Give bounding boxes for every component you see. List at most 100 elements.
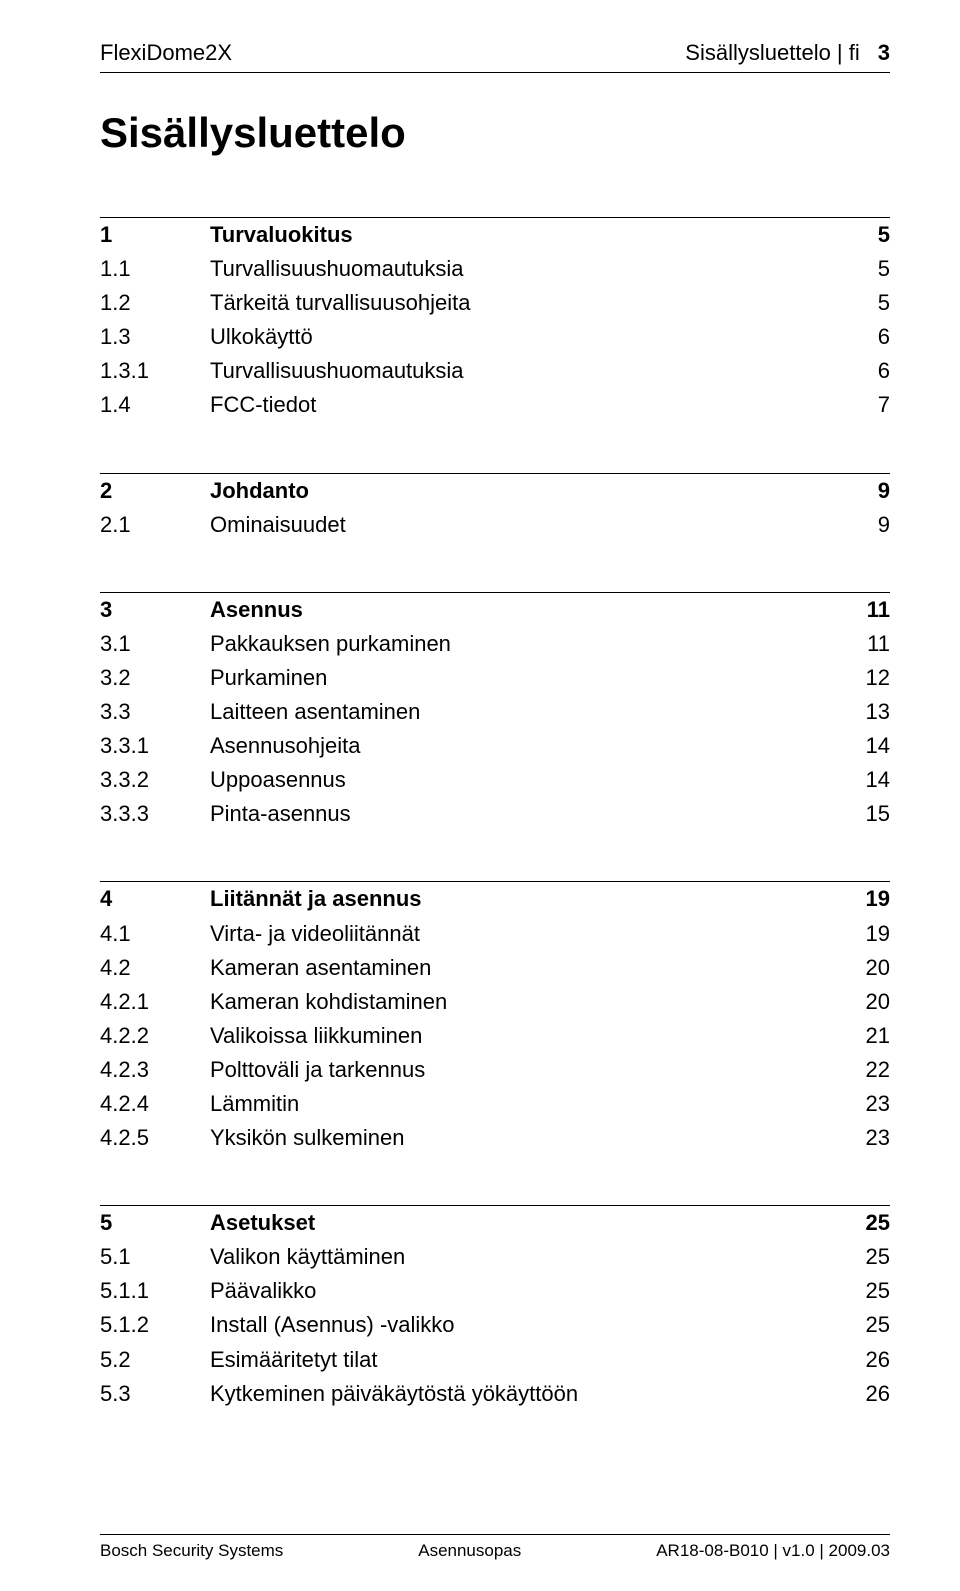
toc-row: 1.3.1Turvallisuushuomautuksia6	[100, 354, 890, 388]
toc-entry-title: Asetukset	[210, 1206, 850, 1240]
toc-entry-number: 4.2.1	[100, 985, 210, 1019]
toc-entry-number: 4.1	[100, 917, 210, 951]
toc-section-head: 5Asetukset25	[100, 1205, 890, 1240]
toc-section: 2Johdanto92.1Ominaisuudet9	[100, 473, 890, 542]
footer-right: AR18-08-B010 | v1.0 | 2009.03	[656, 1541, 890, 1561]
toc-row: 3.3.3Pinta-asennus15	[100, 797, 890, 831]
toc-row: 5.1Valikon käyttäminen25	[100, 1240, 890, 1274]
toc-entry-page: 25	[850, 1308, 890, 1342]
footer-center: Asennusopas	[418, 1541, 521, 1561]
toc-entry-page: 6	[850, 320, 890, 354]
document-page: FlexiDome2X Sisällysluettelo | fi 3 Sisä…	[0, 0, 960, 1591]
toc-entry-page: 15	[850, 797, 890, 831]
toc-entry-page: 13	[850, 695, 890, 729]
toc-entry-number: 3.2	[100, 661, 210, 695]
toc-row: 5.1.1Päävalikko25	[100, 1274, 890, 1308]
toc-entry-page: 14	[850, 729, 890, 763]
toc-entry-page: 6	[850, 354, 890, 388]
toc-entry-number: 3.3.1	[100, 729, 210, 763]
header-page-number: 3	[878, 40, 890, 66]
toc-entry-title: Turvallisuushuomautuksia	[210, 252, 850, 286]
toc-row: 5.3Kytkeminen päiväkäytöstä yökäyttöön26	[100, 1377, 890, 1411]
toc-entry-title: Turvaluokitus	[210, 218, 850, 252]
toc-entry-number: 2.1	[100, 508, 210, 542]
toc-entry-page: 21	[850, 1019, 890, 1053]
toc-entry-number: 5.1	[100, 1240, 210, 1274]
toc-entry-page: 19	[850, 882, 890, 916]
toc-entry-number: 3.3.2	[100, 763, 210, 797]
toc-row: 4.2.1Kameran kohdistaminen20	[100, 985, 890, 1019]
toc-entry-title: FCC-tiedot	[210, 388, 850, 422]
toc-row: 3.2Purkaminen12	[100, 661, 890, 695]
toc-entry-title: Polttoväli ja tarkennus	[210, 1053, 850, 1087]
toc-entry-page: 12	[850, 661, 890, 695]
toc-row: 3Asennus11	[100, 593, 890, 627]
toc-row: 4.2.2Valikoissa liikkuminen21	[100, 1019, 890, 1053]
toc-entry-title: Asennus	[210, 593, 850, 627]
toc-entry-page: 23	[850, 1121, 890, 1155]
toc-row: 5Asetukset25	[100, 1206, 890, 1240]
toc-entry-number: 3	[100, 593, 210, 627]
toc-entry-page: 23	[850, 1087, 890, 1121]
toc-entry-title: Yksikön sulkeminen	[210, 1121, 850, 1155]
toc-entry-page: 25	[850, 1240, 890, 1274]
toc-entry-page: 7	[850, 388, 890, 422]
toc-entry-title: Kameran asentaminen	[210, 951, 850, 985]
toc-entry-page: 11	[850, 627, 890, 661]
toc-row: 4.2.3Polttoväli ja tarkennus22	[100, 1053, 890, 1087]
toc-section-head: 2Johdanto9	[100, 473, 890, 508]
toc-row: 4Liitännät ja asennus19	[100, 882, 890, 916]
toc-entry-page: 19	[850, 917, 890, 951]
toc-entry-title: Purkaminen	[210, 661, 850, 695]
toc-entry-number: 5.1.2	[100, 1308, 210, 1342]
header-right: Sisällysluettelo | fi 3	[685, 40, 890, 66]
toc-entry-title: Ulkokäyttö	[210, 320, 850, 354]
toc-row: 3.3.2Uppoasennus14	[100, 763, 890, 797]
toc-entry-page: 9	[850, 508, 890, 542]
toc-entry-title: Ominaisuudet	[210, 508, 850, 542]
toc-entry-number: 4.2.5	[100, 1121, 210, 1155]
toc-entry-title: Virta- ja videoliitännät	[210, 917, 850, 951]
toc-entry-number: 5.2	[100, 1343, 210, 1377]
toc-row: 4.1Virta- ja videoliitännät19	[100, 917, 890, 951]
toc-section: 4Liitännät ja asennus194.1Virta- ja vide…	[100, 881, 890, 1155]
toc-entry-title: Asennusohjeita	[210, 729, 850, 763]
toc-entry-title: Uppoasennus	[210, 763, 850, 797]
toc-entry-title: Kameran kohdistaminen	[210, 985, 850, 1019]
toc-entry-title: Install (Asennus) -valikko	[210, 1308, 850, 1342]
toc-entry-number: 1.1	[100, 252, 210, 286]
toc-entry-number: 3.3.3	[100, 797, 210, 831]
toc-entry-number: 4.2.3	[100, 1053, 210, 1087]
toc-entry-page: 14	[850, 763, 890, 797]
toc-entry-page: 25	[850, 1274, 890, 1308]
toc-entry-page: 5	[850, 218, 890, 252]
toc-entry-page: 9	[850, 474, 890, 508]
toc-entry-number: 3.1	[100, 627, 210, 661]
toc-entry-title: Valikon käyttäminen	[210, 1240, 850, 1274]
toc-entry-number: 4	[100, 882, 210, 916]
toc-row: 1.1Turvallisuushuomautuksia5	[100, 252, 890, 286]
toc-entry-page: 11	[850, 593, 890, 627]
toc-entry-number: 3.3	[100, 695, 210, 729]
toc-entry-title: Esimääritetyt tilat	[210, 1343, 850, 1377]
toc-row: 1.3Ulkokäyttö6	[100, 320, 890, 354]
toc-section-head: 3Asennus11	[100, 592, 890, 627]
toc-entry-number: 1	[100, 218, 210, 252]
toc-entry-title: Laitteen asentaminen	[210, 695, 850, 729]
toc-entry-number: 2	[100, 474, 210, 508]
page-header: FlexiDome2X Sisällysluettelo | fi 3	[100, 40, 890, 73]
toc-entry-title: Johdanto	[210, 474, 850, 508]
toc-row: 3.3.1Asennusohjeita14	[100, 729, 890, 763]
toc-row: 4.2.5Yksikön sulkeminen23	[100, 1121, 890, 1155]
toc-row: 3.3Laitteen asentaminen13	[100, 695, 890, 729]
toc-row: 1.2Tärkeitä turvallisuusohjeita5	[100, 286, 890, 320]
header-left: FlexiDome2X	[100, 40, 232, 66]
toc-row: 1Turvaluokitus5	[100, 218, 890, 252]
toc-entry-title: Kytkeminen päiväkäytöstä yökäyttöön	[210, 1377, 850, 1411]
toc-row: 1.4FCC-tiedot7	[100, 388, 890, 422]
toc-entry-page: 5	[850, 286, 890, 320]
toc-entry-title: Päävalikko	[210, 1274, 850, 1308]
toc-row: 4.2.4Lämmitin23	[100, 1087, 890, 1121]
toc-entry-title: Pinta-asennus	[210, 797, 850, 831]
toc-entry-page: 22	[850, 1053, 890, 1087]
